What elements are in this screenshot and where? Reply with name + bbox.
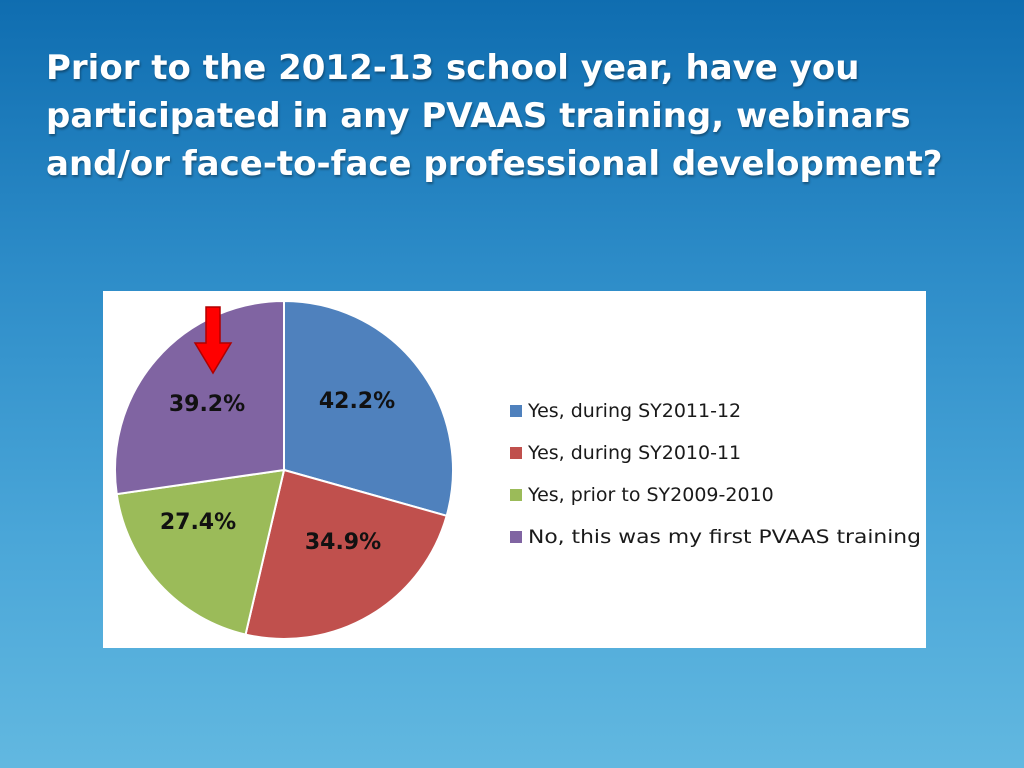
legend-item: Yes, during SY2011-12 (510, 400, 741, 422)
slice-labels: 42.2% 34.9% 27.4% 39.2% (160, 389, 395, 555)
pie-chart: 42.2% 34.9% 27.4% 39.2% Yes, during SY2011-… (114, 299, 921, 640)
legend-label: No, this was my first PVAAS training (528, 526, 921, 548)
legend-swatch (510, 531, 522, 543)
pie-slice (115, 468, 286, 636)
pie-slice (114, 299, 285, 496)
slice-value-label: 34.9% (305, 530, 381, 555)
legend-item: Yes, during SY2010-11 (510, 442, 741, 464)
legend-label: Yes, during SY2010-11 (527, 442, 741, 464)
slice-value-label: 42.2% (319, 389, 395, 414)
legend-swatch (510, 405, 522, 417)
legend-item: Yes, prior to SY2009-2010 (510, 484, 774, 506)
pie-slice (244, 468, 448, 640)
slide-title: Prior to the 2012-13 school year, have y… (46, 48, 943, 184)
slice-value-label: 27.4% (160, 510, 236, 535)
legend-label: Yes, during SY2011-12 (527, 400, 741, 422)
pie-chart-panel: 42.2% 34.9% 27.4% 39.2% Yes, during SY2011-… (103, 291, 926, 648)
pie-slices (114, 299, 454, 640)
legend-swatch (510, 489, 522, 501)
legend-swatch (510, 447, 522, 459)
slice-value-label: 39.2% (169, 392, 245, 417)
chart-legend: Yes, during SY2011-12 Yes, during SY2010-… (510, 400, 921, 548)
legend-item: No, this was my first PVAAS training (510, 526, 921, 548)
pie-slice (283, 299, 454, 518)
legend-label: Yes, prior to SY2009-2010 (527, 484, 774, 506)
red-down-arrow-icon (193, 306, 233, 375)
